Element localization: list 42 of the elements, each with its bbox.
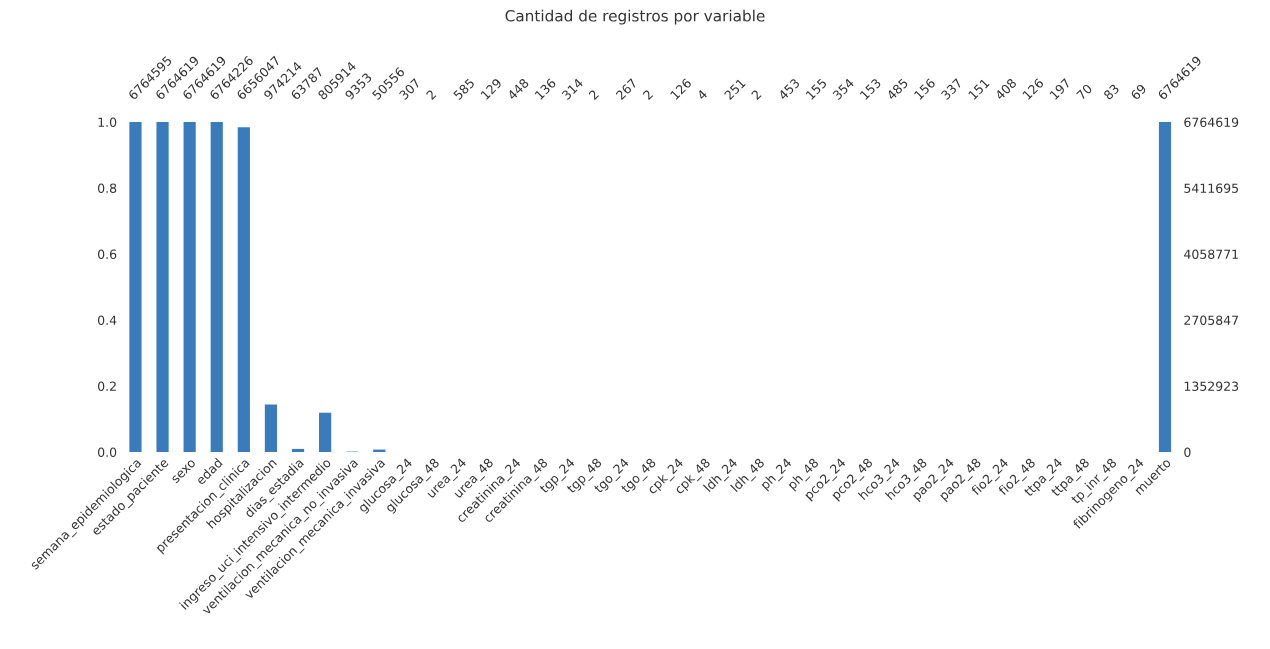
bar <box>1158 122 1172 453</box>
chart-title: Cantidad de registros por variable <box>505 9 765 25</box>
y2-tick-label: 2705847 <box>1184 315 1239 325</box>
data-label: 83 <box>1103 83 1120 101</box>
y-tick-label: 0.6 <box>98 249 117 259</box>
bar <box>129 122 142 453</box>
y-tick-label: 1.0 <box>98 117 117 127</box>
bar <box>156 122 169 453</box>
data-label: 448 <box>506 77 530 101</box>
data-label: 585 <box>452 78 475 101</box>
data-label: 2 <box>750 89 762 101</box>
data-label: 314 <box>561 77 584 101</box>
data-label: 485 <box>886 78 909 101</box>
y2-tick-label: 5411695 <box>1184 183 1238 193</box>
data-label: 453 <box>777 78 801 101</box>
bar <box>319 412 332 453</box>
data-label: 69 <box>1130 83 1147 101</box>
y2-tick-label: 0 <box>1184 447 1191 457</box>
y-tick-label: 0.2 <box>98 381 116 391</box>
data-label: 2 <box>425 89 437 101</box>
bar <box>291 448 305 453</box>
data-label: 408 <box>994 77 1018 101</box>
data-label: 4 <box>696 89 708 101</box>
data-label: 251 <box>723 78 746 101</box>
data-label: 354 <box>832 77 855 101</box>
data-label: 70 <box>1076 83 1093 101</box>
bar <box>210 122 223 453</box>
y2-tick-label: 6764619 <box>1184 117 1239 127</box>
data-label: 2 <box>642 89 654 101</box>
bar <box>237 127 250 453</box>
bar <box>264 404 278 453</box>
y-tick-label: 0.0 <box>98 447 117 457</box>
y-tick-label: 0.4 <box>98 315 117 325</box>
y-tick-label: 0.8 <box>98 183 117 193</box>
data-label: 151 <box>968 78 990 100</box>
data-label: 2 <box>588 89 599 101</box>
data-label: 155 <box>805 78 828 100</box>
y2-tick-label: 4058771 <box>1184 249 1238 259</box>
data-label: 153 <box>859 78 882 100</box>
bar <box>183 122 196 453</box>
data-label: 129 <box>480 77 503 100</box>
y2-tick-label: 1352923 <box>1184 381 1239 391</box>
